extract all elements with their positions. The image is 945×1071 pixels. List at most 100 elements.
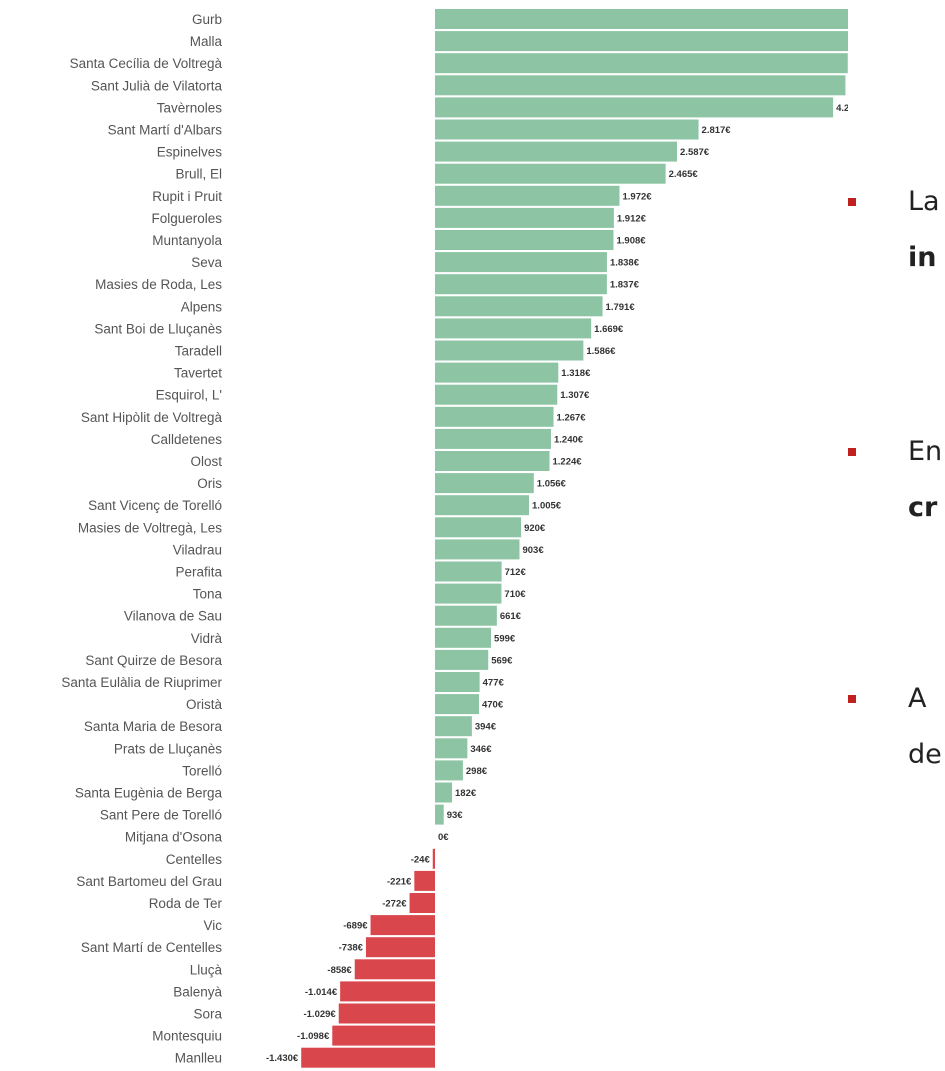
- bar: [435, 495, 530, 516]
- category-label: Tavèrnoles: [157, 100, 223, 115]
- bar: [409, 893, 435, 913]
- bullet-text-bold: in: [908, 242, 937, 273]
- value-label: 2.465€: [669, 169, 699, 180]
- value-label: 346€: [470, 744, 492, 755]
- category-label: Sant Martí de Centelles: [81, 940, 222, 955]
- bar: [435, 318, 592, 339]
- value-label: 182€: [455, 788, 477, 799]
- bar: [365, 937, 435, 958]
- category-label: Viladrau: [173, 542, 222, 557]
- value-label: 2.817€: [702, 125, 732, 136]
- category-label: Balenyà: [173, 984, 222, 999]
- category-label: Masies de Voltregà, Les: [78, 520, 222, 535]
- category-label: Folgueroles: [151, 211, 222, 226]
- category-label: Muntanyola: [152, 233, 222, 248]
- value-label: 661€: [500, 611, 522, 622]
- category-label: Sant Julià de Vilatorta: [91, 78, 223, 93]
- category-label: Prats de Lluçanès: [114, 741, 222, 756]
- value-label: -1.014€: [305, 987, 338, 998]
- bar: [435, 428, 552, 449]
- bar: [435, 185, 620, 206]
- bar: [435, 627, 492, 648]
- bar: [354, 959, 435, 980]
- value-label: 477€: [483, 678, 505, 689]
- bullet-square-icon: [848, 198, 856, 206]
- category-label: Vidrà: [191, 631, 223, 646]
- bar: [435, 230, 614, 250]
- bar: [435, 384, 558, 405]
- bullet-text: de: [908, 739, 942, 770]
- category-label: Vilanova de Sau: [124, 609, 222, 624]
- value-label: 920€: [524, 523, 546, 534]
- value-label: 93€: [447, 810, 464, 821]
- value-label: -1.430€: [266, 1053, 299, 1064]
- category-label: Sant Pere de Torelló: [100, 808, 222, 823]
- value-label: 1.005€: [532, 501, 562, 512]
- bar: [435, 9, 848, 29]
- bar: [435, 716, 472, 737]
- value-label: 1.837€: [610, 280, 640, 291]
- category-label: Montesquiu: [152, 1029, 222, 1044]
- value-label: -1.029€: [303, 1009, 336, 1020]
- value-label: 394€: [475, 722, 497, 733]
- value-label: 298€: [466, 766, 488, 777]
- category-label: Sant Bartomeu del Grau: [76, 874, 222, 889]
- value-label: 1.224€: [553, 457, 583, 468]
- bar: [301, 1047, 435, 1068]
- value-label: -1.098€: [297, 1031, 330, 1042]
- bar: [435, 274, 607, 295]
- value-label: -738€: [339, 943, 364, 954]
- category-label: Seva: [191, 255, 222, 270]
- value-label: 1.912€: [617, 213, 647, 224]
- bar: [435, 252, 607, 273]
- value-label: -689€: [343, 921, 368, 932]
- category-label: Santa Maria de Besora: [84, 719, 223, 734]
- category-label: Santa Cecília de Voltregà: [70, 56, 223, 71]
- category-label: Torelló: [182, 763, 222, 778]
- bullet-text-bold: cr: [908, 492, 938, 523]
- bullet-list: La in En cr A de: [848, 0, 945, 1071]
- bar: [435, 451, 550, 471]
- bullet-square-icon: [848, 448, 856, 456]
- bar: [370, 915, 435, 936]
- value-label: -272€: [382, 899, 407, 910]
- bar: [435, 517, 522, 538]
- value-label: 1.838€: [610, 258, 640, 269]
- category-label: Malla: [190, 34, 223, 49]
- value-label: 1.972€: [622, 191, 652, 202]
- category-label: Sant Vicenç de Torelló: [88, 498, 222, 513]
- category-label: Masies de Roda, Les: [95, 277, 222, 292]
- value-label: 569€: [491, 655, 513, 666]
- bar: [435, 583, 502, 604]
- value-label: 1.791€: [606, 302, 636, 313]
- bar: [435, 649, 489, 670]
- category-label: Tavertet: [174, 366, 222, 381]
- value-label: 2.587€: [680, 147, 710, 158]
- category-label: Sant Martí d'Albars: [108, 123, 223, 138]
- category-label: Centelles: [166, 852, 223, 867]
- category-label: Tona: [193, 587, 223, 602]
- bar-chart: Gurb4.949€Malla4.834€Santa Cecília de Vo…: [61, 9, 848, 1068]
- bar: [432, 848, 435, 869]
- value-label: 1.307€: [560, 390, 590, 401]
- category-label: Oristà: [186, 697, 222, 712]
- bar: [435, 163, 666, 184]
- category-label: Olost: [190, 454, 222, 469]
- value-label: 1.318€: [561, 368, 591, 379]
- value-label: 903€: [522, 545, 544, 556]
- category-label: Oris: [197, 476, 222, 491]
- bar: [435, 119, 699, 140]
- bullet-text: La: [908, 186, 940, 217]
- bar: [435, 75, 846, 96]
- bar: [435, 539, 520, 560]
- category-label: Santa Eulàlia de Riuprimer: [61, 675, 222, 690]
- category-label: Roda de Ter: [149, 896, 223, 911]
- bar: [435, 694, 479, 715]
- category-label: Gurb: [192, 12, 222, 27]
- bar: [435, 672, 480, 692]
- bar: [435, 207, 614, 228]
- bar: [435, 406, 554, 427]
- value-label: 712€: [505, 567, 527, 578]
- category-label: Brull, El: [175, 167, 222, 182]
- category-label: Alpens: [181, 299, 223, 314]
